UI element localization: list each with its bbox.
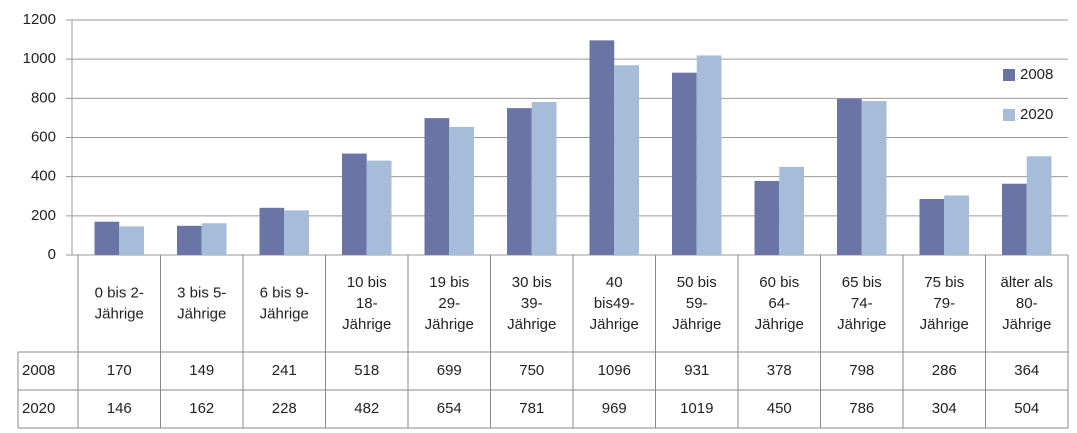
bar xyxy=(449,126,474,255)
bar xyxy=(424,118,450,255)
table-cell: 654 xyxy=(437,400,462,417)
bar xyxy=(861,101,887,255)
x-tick-label: Jährige xyxy=(837,316,886,333)
x-tick-label: älter als xyxy=(1000,274,1053,291)
x-tick-label: 30 bis xyxy=(512,274,552,291)
x-tick-label: 60 bis xyxy=(759,274,799,291)
table-cell: 378 xyxy=(767,362,792,379)
x-tick-label: 40 xyxy=(606,274,623,291)
bar xyxy=(259,207,285,255)
x-tick-label: Jährige xyxy=(920,316,969,333)
y-tick-label: 800 xyxy=(31,89,56,106)
bar xyxy=(754,180,780,255)
x-tick-label: Jährige xyxy=(1002,316,1051,333)
table-row-header: 2008 xyxy=(22,362,55,379)
x-tick-label: 65 bis xyxy=(842,274,882,291)
bar xyxy=(507,108,532,255)
x-tick-label: Jährige xyxy=(755,316,804,333)
bar xyxy=(531,102,557,255)
x-tick-label: 64- xyxy=(768,295,790,312)
table-cell: 931 xyxy=(684,362,709,379)
x-tick-label: 75 bis xyxy=(924,274,964,291)
bar xyxy=(1026,156,1052,255)
table-cell: 228 xyxy=(272,400,297,417)
x-tick-label: 19 bis xyxy=(429,274,469,291)
table-row-header: 2020 xyxy=(22,400,55,417)
bar xyxy=(589,40,615,255)
y-tick-label: 200 xyxy=(31,207,56,224)
bar xyxy=(672,72,697,255)
x-tick-label: Jährige xyxy=(507,316,556,333)
bar xyxy=(779,166,804,255)
x-tick-label: 39- xyxy=(521,295,543,312)
table-cell: 286 xyxy=(932,362,957,379)
table-cell: 482 xyxy=(354,400,379,417)
bar xyxy=(1002,183,1027,255)
x-tick-label: Jährige xyxy=(95,305,144,322)
table-cell: 699 xyxy=(437,362,462,379)
table-cell: 504 xyxy=(1014,400,1039,417)
bar xyxy=(284,210,309,255)
x-tick-label: Jährige xyxy=(177,305,226,322)
x-tick-label: Jährige xyxy=(672,316,721,333)
legend-label: 2008 xyxy=(1020,66,1053,83)
table-cell: 1019 xyxy=(680,400,713,417)
x-tick-label: Jährige xyxy=(342,316,391,333)
x-tick-label: 74- xyxy=(851,295,873,312)
y-tick-label: 1200 xyxy=(23,11,56,28)
table-cell: 170 xyxy=(107,362,132,379)
bar xyxy=(119,226,144,255)
x-tick-label: 3 bis 5- xyxy=(177,284,226,301)
legend-swatch xyxy=(1003,69,1015,81)
bar xyxy=(696,55,722,256)
x-tick-label: Jährige xyxy=(590,316,639,333)
table-cell: 786 xyxy=(849,400,874,417)
table-cell: 304 xyxy=(932,400,957,417)
table-cell: 969 xyxy=(602,400,627,417)
table-cell: 450 xyxy=(767,400,792,417)
legend-swatch xyxy=(1003,109,1015,121)
table-cell: 149 xyxy=(189,362,214,379)
x-tick-label: 79- xyxy=(933,295,955,312)
table-cell: 798 xyxy=(849,362,874,379)
y-tick-label: 1000 xyxy=(23,50,56,67)
bar xyxy=(366,160,392,255)
table-cell: 146 xyxy=(107,400,132,417)
bar xyxy=(614,65,639,255)
x-tick-label: Jährige xyxy=(260,305,309,322)
table-cell: 518 xyxy=(354,362,379,379)
bar xyxy=(201,223,227,255)
table-cell: 364 xyxy=(1014,362,1039,379)
bar xyxy=(944,195,969,255)
table-cell: 162 xyxy=(189,400,214,417)
y-tick-label: 400 xyxy=(31,168,56,185)
bar xyxy=(177,225,202,255)
bar xyxy=(94,221,120,255)
x-tick-label: 10 bis xyxy=(347,274,387,291)
y-tick-label: 0 xyxy=(48,246,56,263)
x-tick-label: Jährige xyxy=(425,316,474,333)
bar xyxy=(342,153,367,255)
legend-label: 2020 xyxy=(1020,106,1053,123)
y-tick-label: 600 xyxy=(31,128,56,145)
x-tick-label: 80- xyxy=(1016,295,1038,312)
x-tick-label: 6 bis 9- xyxy=(260,284,309,301)
table-cell: 781 xyxy=(519,400,544,417)
x-tick-label: 29- xyxy=(438,295,460,312)
table-cell: 750 xyxy=(519,362,544,379)
bar xyxy=(919,198,945,255)
x-tick-label: 0 bis 2- xyxy=(95,284,144,301)
table-cell: 241 xyxy=(272,362,297,379)
x-tick-label: 59- xyxy=(686,295,708,312)
table-cell: 1096 xyxy=(598,362,631,379)
x-tick-label: bis49- xyxy=(594,295,635,312)
bar xyxy=(837,98,862,255)
x-tick-label: 50 bis xyxy=(677,274,717,291)
x-tick-label: 18- xyxy=(356,295,378,312)
